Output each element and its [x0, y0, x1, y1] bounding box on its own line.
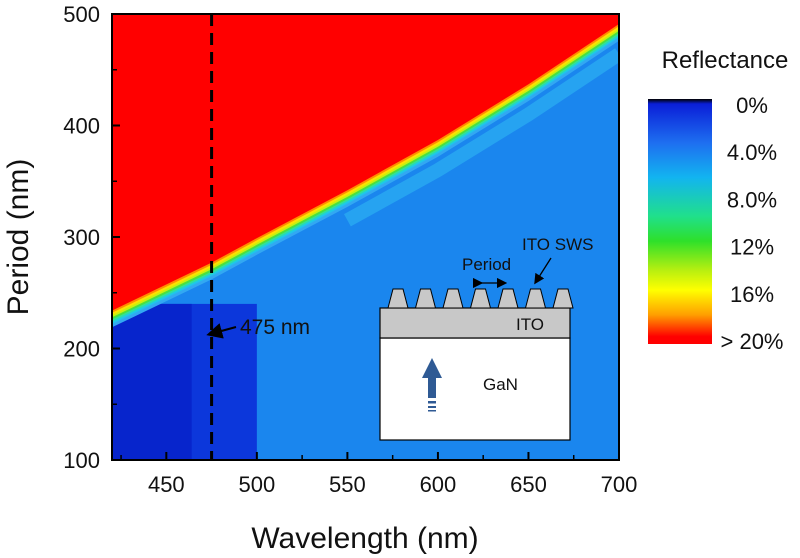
- inset-gan-layer: [379, 337, 571, 441]
- y-tick-label: 100: [63, 448, 100, 473]
- inset-sws-bumps: [387, 288, 574, 309]
- inset-sws-label: ITO SWS: [522, 235, 593, 254]
- x-axis-label: Wavelength (nm): [251, 522, 478, 555]
- deep-minimum-core: [112, 303, 192, 460]
- x-axis-ticks: 450 500 550 600 650 700: [120, 452, 638, 497]
- colorbar-labels: 0% 4.0% 8.0% 12% 16% > 20%: [721, 93, 784, 354]
- sws-bump: [552, 288, 574, 309]
- colorbar-tick-label: 0%: [736, 93, 768, 118]
- colorbar-tick-label: > 20%: [721, 329, 784, 354]
- inset-period-label: Period: [462, 255, 511, 274]
- colorbar-tick-label: 8.0%: [727, 187, 777, 212]
- plot-area: [112, 14, 619, 460]
- contour-band-7: [112, 14, 619, 311]
- y-axis-label: Period (nm): [2, 159, 35, 316]
- colorbar-tick-label: 16%: [730, 282, 774, 307]
- y-tick-label: 400: [63, 114, 100, 139]
- sws-bump: [524, 288, 547, 309]
- sws-bump: [387, 288, 409, 309]
- y-tick-label: 300: [63, 225, 100, 250]
- inset-ito-label: ITO: [516, 315, 544, 334]
- inset-device-diagram: ITO GaN Period ITO SWS: [379, 235, 593, 441]
- x-tick-label: 700: [601, 472, 638, 497]
- sws-bump: [497, 288, 519, 309]
- sws-bump: [469, 288, 492, 309]
- x-tick-label: 450: [148, 472, 185, 497]
- inset-gan-label: GaN: [483, 375, 518, 394]
- x-tick-label: 500: [238, 472, 275, 497]
- y-tick-label: 500: [63, 2, 100, 27]
- annotation-arrow: [206, 323, 237, 339]
- colorbar-title: Reflectance: [662, 47, 789, 74]
- inset-sws-pointer: [534, 257, 552, 285]
- y-axis-ticks: 100 200 300 400 500: [63, 2, 120, 473]
- colorbar: [648, 99, 712, 344]
- colorbar-tick-label: 12%: [730, 235, 774, 260]
- colorbar-tick-label: 4.0%: [727, 140, 777, 165]
- contour-layer: [112, 14, 619, 460]
- annotation-label-475nm: 475 nm: [240, 316, 310, 339]
- x-tick-label: 650: [510, 472, 547, 497]
- inset-light-arrow: [422, 358, 442, 412]
- sws-bump: [442, 288, 464, 309]
- x-tick-label: 600: [420, 472, 457, 497]
- y-tick-label: 200: [63, 337, 100, 362]
- sws-bump: [414, 288, 437, 309]
- contour-shoulder: [344, 48, 619, 227]
- x-tick-label: 550: [329, 472, 366, 497]
